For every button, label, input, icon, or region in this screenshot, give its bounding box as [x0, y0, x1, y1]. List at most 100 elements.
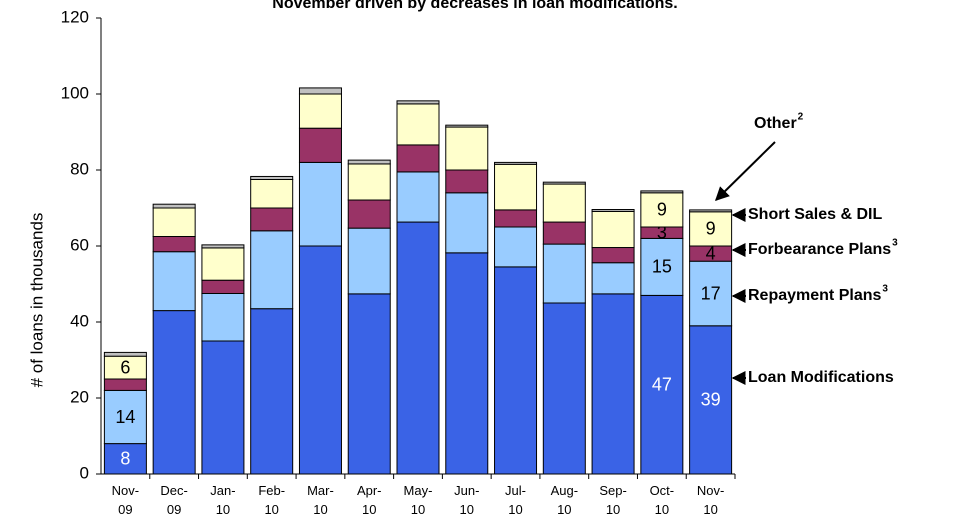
- bar-segment: [298, 161, 342, 247]
- value-label: 14: [115, 407, 135, 427]
- value-label: 9: [706, 219, 716, 239]
- y-tick-label: 20: [70, 387, 89, 406]
- bar-segment: [542, 221, 586, 245]
- bar-segment: [298, 127, 342, 163]
- value-label: 8: [120, 449, 130, 469]
- bar-segment: [542, 183, 586, 223]
- bar-segment: [689, 325, 733, 475]
- legend-note: 2: [798, 112, 804, 123]
- bar-segment: [152, 251, 196, 312]
- bar-segment: [396, 171, 440, 223]
- bar-segment: [591, 209, 635, 212]
- bar-segment: [201, 279, 245, 295]
- bar-segment: [103, 378, 147, 391]
- bar-segment: [201, 247, 245, 281]
- value-label: 39: [701, 390, 721, 410]
- bar-segment: [591, 293, 635, 475]
- x-tick-label: Jan-10: [210, 483, 235, 517]
- bar-segment: [494, 226, 538, 268]
- bar-segment: [347, 159, 391, 165]
- bar-segment: [250, 175, 294, 181]
- bar-segment: [201, 293, 245, 342]
- legend-label: Other: [754, 115, 797, 132]
- bar-segment: [347, 227, 391, 295]
- chart-title: November driven by decreases in loan mod…: [272, 0, 677, 12]
- x-tick-label: Mar-10: [307, 483, 334, 517]
- bar-segment: [152, 236, 196, 253]
- value-label: 6: [120, 357, 130, 377]
- value-label: 4: [706, 243, 716, 263]
- bar-segment: [591, 262, 635, 295]
- bar-segment: [347, 163, 391, 201]
- bar-segment: [494, 161, 538, 165]
- x-tick-label: Dec-09: [160, 483, 187, 517]
- y-tick-label: 80: [70, 159, 89, 178]
- bar-segment: [542, 181, 586, 185]
- x-tick-label: Sep-10: [599, 483, 626, 517]
- legend-label: Repayment Plans: [748, 287, 881, 304]
- x-tick-label: Apr-10: [357, 483, 382, 517]
- bar-segment: [542, 243, 586, 304]
- bar-segment: [250, 179, 294, 209]
- bar-segment: [250, 207, 294, 232]
- bar-segment: [445, 252, 489, 475]
- value-label: 9: [657, 200, 667, 220]
- value-label: 3: [657, 222, 667, 242]
- bar-segment: [591, 210, 635, 249]
- bar-segment: [640, 190, 684, 194]
- bar-segment: [689, 260, 733, 327]
- bar-segment: [103, 389, 147, 445]
- bar-segment: [250, 230, 294, 310]
- x-tick-label: Nov-10: [697, 483, 724, 517]
- legend-note: 3: [892, 238, 898, 249]
- x-tick-label: Oct-10: [650, 483, 675, 517]
- y-tick-label: 100: [61, 83, 89, 102]
- bar-segment: [445, 124, 489, 128]
- bar-segment: [298, 93, 342, 129]
- bar-segment: [152, 203, 196, 209]
- y-axis-label: # of loans in thousands: [27, 213, 46, 388]
- bar-segment: [298, 87, 342, 95]
- bar-segment: [250, 308, 294, 475]
- bar-segment: [396, 221, 440, 475]
- y-tick-label: 0: [80, 463, 89, 482]
- bar-segment: [591, 247, 635, 264]
- bar-segment: [152, 207, 196, 237]
- bar-segment: [298, 245, 342, 475]
- value-label: 17: [701, 283, 721, 303]
- legend-label: Short Sales & DIL: [748, 206, 882, 223]
- x-tick-label: May-10: [404, 483, 433, 517]
- bar-segment: [201, 340, 245, 475]
- x-tick-label: Feb-10: [258, 483, 285, 517]
- bar-segment: [396, 144, 440, 173]
- bar-segment: [152, 310, 196, 475]
- y-tick-label: 120: [61, 7, 89, 26]
- bar-segment: [445, 192, 489, 254]
- bar-segment: [640, 192, 684, 228]
- x-tick-label: Nov-09: [112, 483, 139, 517]
- bar-segment: [103, 351, 147, 357]
- bar-segment: [494, 209, 538, 228]
- legend-label: Loan Modifications: [748, 369, 894, 386]
- bar-segment: [494, 266, 538, 475]
- y-tick-label: 40: [70, 311, 89, 330]
- bar-segment: [494, 163, 538, 211]
- value-label: 15: [652, 257, 672, 277]
- bar-segment: [689, 211, 733, 247]
- legend-arrow: [715, 141, 776, 201]
- bar-segment: [396, 103, 440, 146]
- legend-note: 3: [882, 284, 888, 295]
- x-tick-label: Aug-10: [551, 483, 578, 517]
- bar-segment: [542, 302, 586, 475]
- bar-segment: [396, 100, 440, 105]
- bar-segment: [347, 293, 391, 475]
- bar-segment: [347, 199, 391, 229]
- bar-segment: [445, 126, 489, 171]
- bar-segment: [689, 209, 733, 213]
- bar-segment: [445, 169, 489, 194]
- x-tick-label: Jul-10: [505, 483, 526, 517]
- x-tick-label: Jun-10: [454, 483, 479, 517]
- bar-segment: [201, 244, 245, 249]
- legend-label: Forbearance Plans: [748, 241, 891, 258]
